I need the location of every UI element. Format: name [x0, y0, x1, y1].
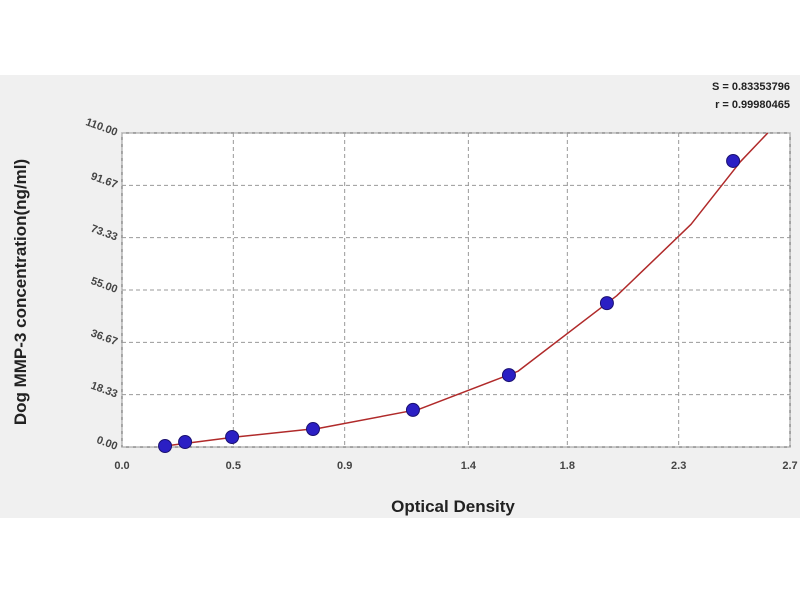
- data-point: [501, 368, 516, 383]
- x-tick-label: 0.0: [114, 460, 129, 472]
- x-tick-label: 1.8: [560, 460, 575, 472]
- x-tick-label: 0.9: [337, 460, 352, 472]
- x-tick-label: 2.3: [671, 460, 686, 472]
- data-point: [158, 439, 173, 454]
- annotation: r = 0.99980465: [715, 99, 790, 111]
- data-point: [405, 402, 420, 417]
- y-axis-title: Dog MMP-3 concentration(ng/ml): [11, 159, 30, 425]
- x-axis-title: Optical Density: [391, 497, 515, 516]
- data-point: [599, 296, 614, 311]
- data-point: [305, 422, 320, 437]
- data-point: [225, 430, 240, 445]
- annotation: S = 0.83353796: [712, 81, 790, 93]
- x-tick-label: 0.5: [226, 460, 241, 472]
- data-point: [178, 435, 193, 450]
- fit-curve: [163, 132, 769, 447]
- data-point: [726, 153, 741, 168]
- x-tick-label: 2.7: [782, 460, 797, 472]
- x-tick-label: 1.4: [461, 460, 477, 472]
